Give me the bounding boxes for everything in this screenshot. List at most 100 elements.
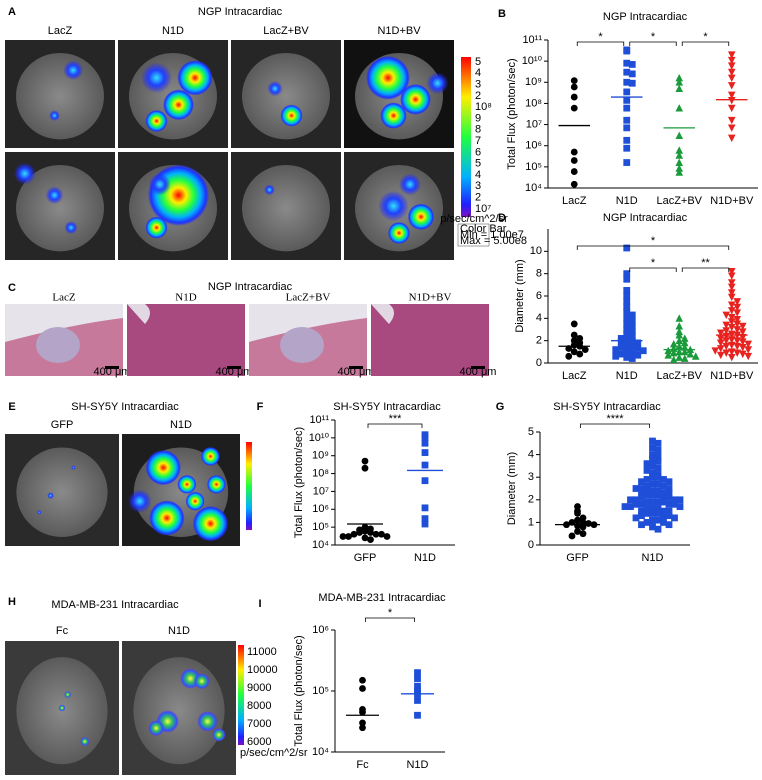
background [249,304,367,342]
signal [45,186,64,204]
dot [367,529,374,536]
dot [570,148,578,156]
dot [581,346,589,353]
dot [654,439,662,447]
dot [727,91,736,100]
background [127,304,150,324]
signal [280,104,303,127]
colorbar-tick: 9 [475,112,481,124]
column-label: N1D+BV [377,25,421,37]
signal [71,465,76,470]
panel-label: F [257,401,264,413]
column-label: N1D+BV [409,292,452,304]
dot [638,489,645,497]
colorbar-tick: 5 [475,56,481,68]
dot [628,311,636,319]
panel-title: NGP Intracardiac [208,281,293,293]
dot [727,116,736,125]
panel-label: I [258,598,261,610]
dot [628,355,636,362]
colorbar-tick: 10000 [247,664,278,676]
dot [649,444,656,452]
dot [733,303,742,312]
signal [145,449,181,486]
significance-label: * [703,31,708,43]
scale-bar [105,366,119,369]
dot [638,494,645,501]
dot [665,521,673,529]
dot [675,78,684,86]
column-label: LacZ+BV [263,25,309,37]
significance-bracket [681,41,730,46]
dot [660,476,667,483]
dot [654,509,662,517]
dot [628,322,636,330]
x-tick-label: N1D [406,759,428,771]
y-tick-label: 1 [528,516,534,528]
colorbar-box [457,223,490,247]
dot [660,512,667,520]
dot [623,124,631,132]
signal [399,173,421,196]
dot [361,534,369,542]
colorbar-tick: 11000 [247,646,277,658]
chart-title: NGP Intracardiac [603,11,688,23]
dot [623,136,631,144]
dot [623,59,631,67]
dot [654,487,662,495]
dot [372,530,380,538]
dot [359,724,366,732]
dot [675,158,684,166]
dot [361,464,369,472]
significance-bracket [365,617,415,622]
dot [654,446,662,454]
x-tick-label: GFP [354,552,377,564]
dot [623,287,631,294]
dot [638,478,645,486]
dot [638,500,645,508]
dot [738,338,747,346]
dot [738,333,747,342]
dot [727,289,736,297]
dot [643,505,651,513]
chart-title: SH-SY5Y Intracardiac [333,401,441,413]
dot [727,272,736,280]
colorbar-note: Color Bar [460,223,507,235]
dot [727,336,736,344]
dot [643,509,651,517]
y-tick-label: 10¹⁰ [309,432,330,444]
dot [649,469,656,477]
dot [378,530,385,538]
dot [727,279,736,287]
signal [426,72,449,95]
signal [193,673,210,690]
dot [649,523,656,531]
dot [570,320,578,328]
x-tick-label: LacZ [562,370,587,382]
dot [738,322,747,331]
dot [367,536,374,544]
dot [574,509,581,517]
significance-label: * [651,257,656,269]
dot [414,682,421,690]
panel-label: G [496,401,505,413]
dot [649,473,656,481]
dot [733,326,742,334]
panel-label: C [8,282,16,294]
dot [634,339,642,347]
dot [649,491,656,499]
signal [80,736,90,747]
dot [649,437,656,445]
dot [570,93,578,101]
dot [628,70,636,78]
scale-bar-label: 400 μm [460,366,497,378]
panel-title: SH-SY5Y Intracardiac [71,401,179,413]
dot [665,512,673,520]
y-tick-label: 10⁸ [312,467,329,479]
dot [632,514,640,522]
dot [727,313,736,322]
dot [623,330,631,338]
scale-bar-label: 400 μm [94,366,131,378]
dot [722,337,731,345]
significance-label: * [651,235,656,247]
